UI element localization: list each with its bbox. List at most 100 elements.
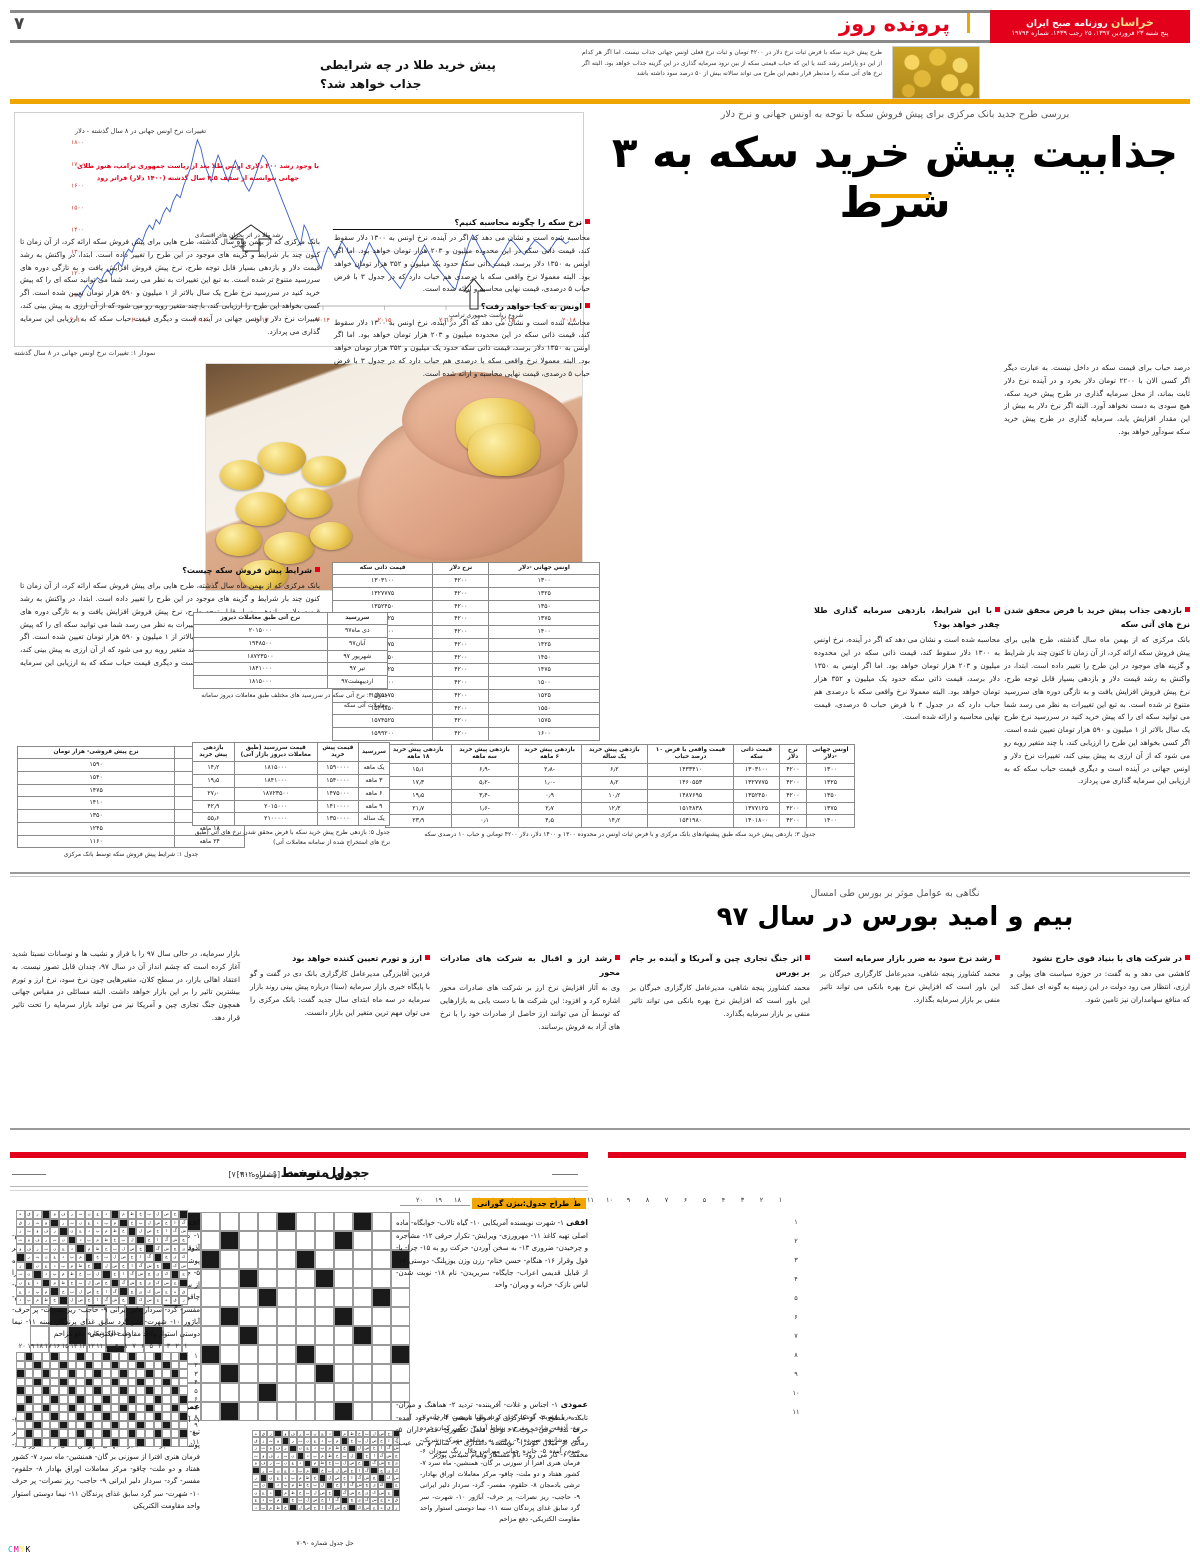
crossword-cell[interactable]: [144, 1429, 154, 1438]
crossword-cell[interactable]: [220, 1345, 239, 1364]
crossword-cell[interactable]: [67, 1394, 77, 1404]
crossword-cell[interactable]: [33, 1394, 42, 1404]
crossword-cell[interactable]: [106, 1326, 125, 1345]
crossword-cell[interactable]: [201, 1402, 220, 1421]
crossword-cell[interactable]: [58, 1403, 68, 1413]
crossword-cell[interactable]: [153, 1360, 163, 1370]
crossword-cell[interactable]: [153, 1437, 163, 1447]
crossword-cell[interactable]: [41, 1377, 51, 1387]
crossword-cell[interactable]: [353, 1364, 372, 1383]
crossword-cell[interactable]: [110, 1429, 120, 1438]
crossword-cell[interactable]: [239, 1383, 258, 1402]
crossword-cell[interactable]: [239, 1288, 258, 1307]
crossword-cell[interactable]: [353, 1307, 372, 1326]
crossword-cell[interactable]: [24, 1369, 34, 1378]
crossword-cell[interactable]: [93, 1352, 102, 1361]
crossword-cell[interactable]: [258, 1212, 277, 1231]
crossword-cell[interactable]: [41, 1394, 51, 1404]
crossword-cell[interactable]: [144, 1377, 154, 1387]
crossword-cell[interactable]: [76, 1420, 85, 1430]
crossword-cell[interactable]: [258, 1326, 277, 1345]
crossword-cell[interactable]: [84, 1403, 94, 1413]
crossword-cell[interactable]: [239, 1231, 258, 1250]
crossword-cell[interactable]: [239, 1212, 258, 1231]
crossword-cell[interactable]: [127, 1420, 137, 1430]
crossword-cell[interactable]: [127, 1369, 137, 1378]
crossword-cell[interactable]: [33, 1386, 42, 1395]
crossword-cell[interactable]: [315, 1326, 334, 1345]
crossword-cell[interactable]: [372, 1326, 391, 1345]
crossword-cell[interactable]: [239, 1307, 258, 1326]
crossword-cell[interactable]: [110, 1386, 120, 1395]
crossword-cell[interactable]: [163, 1307, 182, 1326]
crossword-cell[interactable]: [315, 1402, 334, 1421]
crossword-cell[interactable]: [127, 1360, 137, 1370]
crossword-cell[interactable]: [391, 1269, 410, 1288]
crossword-cell[interactable]: [372, 1364, 391, 1383]
crossword-cell[interactable]: [119, 1377, 128, 1387]
crossword-cell[interactable]: [277, 1269, 296, 1288]
crossword-cell[interactable]: [353, 1231, 372, 1250]
crossword-cell[interactable]: [50, 1386, 59, 1395]
crossword-cell[interactable]: [296, 1383, 315, 1402]
crossword-cell[interactable]: [334, 1269, 353, 1288]
crossword-cell[interactable]: [353, 1269, 372, 1288]
crossword-cell[interactable]: [220, 1250, 239, 1269]
crossword-cell[interactable]: [41, 1412, 51, 1421]
crossword-cell[interactable]: [67, 1429, 77, 1438]
crossword-cell[interactable]: [220, 1212, 239, 1231]
crossword-cell[interactable]: [58, 1394, 68, 1404]
crossword-cell[interactable]: [136, 1386, 145, 1395]
crossword-cell[interactable]: [372, 1250, 391, 1269]
crossword-cell[interactable]: [296, 1212, 315, 1231]
crossword-cell[interactable]: [101, 1386, 111, 1395]
crossword-cell[interactable]: [334, 1326, 353, 1345]
crossword-cell[interactable]: [127, 1403, 137, 1413]
crossword-cell[interactable]: [296, 1402, 315, 1421]
crossword-cell[interactable]: [24, 1377, 34, 1387]
crossword-cell[interactable]: [119, 1437, 128, 1447]
crossword-cell[interactable]: [101, 1420, 111, 1430]
crossword-cell[interactable]: [201, 1231, 220, 1250]
crossword-cell[interactable]: [315, 1231, 334, 1250]
crossword-cell[interactable]: [24, 1403, 34, 1413]
crossword-cell[interactable]: [84, 1412, 94, 1421]
crossword-cell[interactable]: [136, 1352, 145, 1361]
crossword-cell[interactable]: [50, 1403, 59, 1413]
crossword-cell[interactable]: [93, 1412, 102, 1421]
crossword-cell[interactable]: [334, 1212, 353, 1231]
crossword-cell[interactable]: [58, 1412, 68, 1421]
crossword-cell[interactable]: [67, 1377, 77, 1387]
crossword-cell[interactable]: [162, 1352, 171, 1361]
crossword-cell[interactable]: [201, 1269, 220, 1288]
crossword-cell[interactable]: [334, 1364, 353, 1383]
crossword-cell[interactable]: [153, 1369, 163, 1378]
crossword-cell[interactable]: [136, 1412, 145, 1421]
crossword-cell[interactable]: [93, 1420, 102, 1430]
crossword-cell[interactable]: [50, 1377, 59, 1387]
crossword-cell[interactable]: [179, 1437, 188, 1447]
crossword-cell[interactable]: [315, 1345, 334, 1364]
crossword-cell[interactable]: [239, 1345, 258, 1364]
crossword-cell[interactable]: [220, 1383, 239, 1402]
crossword-cell[interactable]: [162, 1412, 171, 1421]
crossword-cell[interactable]: [67, 1412, 77, 1421]
crossword-cell[interactable]: [353, 1402, 372, 1421]
crossword-cell[interactable]: [87, 1307, 106, 1326]
crossword-cell[interactable]: [16, 1429, 25, 1438]
crossword-cell[interactable]: [277, 1402, 296, 1421]
crossword-cell[interactable]: [84, 1386, 94, 1395]
crossword-cell[interactable]: [162, 1369, 171, 1378]
crossword-cell[interactable]: [153, 1386, 163, 1395]
crossword-cell[interactable]: [119, 1360, 128, 1370]
crossword-cell[interactable]: [153, 1420, 163, 1430]
crossword-cell[interactable]: [258, 1345, 277, 1364]
crossword-cell[interactable]: [277, 1307, 296, 1326]
crossword-cell[interactable]: [136, 1403, 145, 1413]
crossword-cell[interactable]: [372, 1212, 391, 1231]
crossword-cell[interactable]: [127, 1377, 137, 1387]
crossword-cell[interactable]: [58, 1352, 68, 1361]
crossword-cell[interactable]: [315, 1250, 334, 1269]
crossword-cell[interactable]: [277, 1383, 296, 1402]
crossword-cell[interactable]: [76, 1437, 85, 1447]
